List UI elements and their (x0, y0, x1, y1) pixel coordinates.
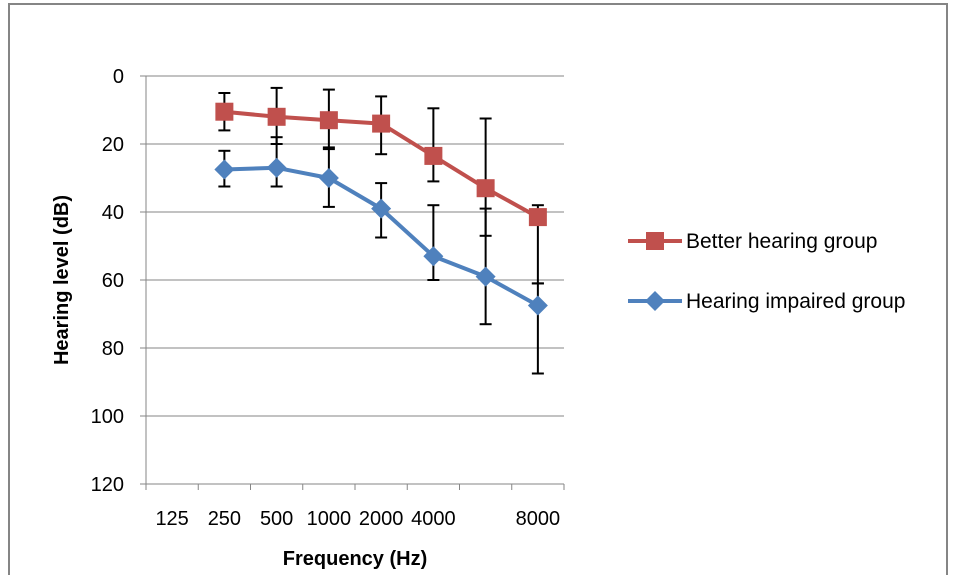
data-point (371, 198, 392, 219)
y-tick-label: 0 (113, 66, 124, 88)
tick-labels: 0 20 40 60 80 100 120 125 250 500 1000 2000 4000 8000 (91, 66, 561, 530)
gridlines (146, 75, 564, 417)
error-bars (218, 86, 544, 375)
error-bar (427, 107, 440, 183)
y-tick-label: 120 (91, 474, 124, 496)
data-point (528, 208, 547, 227)
x-tick-label: 500 (260, 508, 293, 530)
y-axis-title: Hearing level (dB) (51, 195, 73, 365)
data-point (476, 179, 495, 198)
error-bar (427, 204, 440, 281)
error-bar (479, 207, 492, 326)
x-axis-title: Frequency (Hz) (283, 548, 427, 570)
data-point (267, 107, 286, 126)
legend-entry: Hearing impaired group (628, 290, 905, 313)
data-point (215, 102, 234, 121)
x-tick-label: 250 (208, 508, 241, 530)
legend-marker (646, 232, 664, 250)
y-tick-label: 40 (102, 202, 124, 224)
y-tick-label: 80 (102, 338, 124, 360)
data-point (319, 111, 338, 130)
data-point (266, 157, 287, 178)
data-point (214, 159, 235, 180)
x-tick-label: 4000 (411, 508, 456, 530)
y-tick-label: 20 (102, 134, 124, 156)
data-point (423, 246, 444, 267)
legend-label: Hearing impaired group (686, 290, 905, 313)
legend-entry: Better hearing group (628, 230, 877, 253)
data-point (475, 266, 496, 287)
data-point (372, 114, 391, 133)
x-tick-label: 1000 (307, 508, 352, 530)
legend-label: Better hearing group (686, 230, 877, 253)
x-tick-label: 8000 (516, 508, 561, 530)
series-markers (214, 102, 548, 316)
data-point (424, 146, 443, 165)
legend: Better hearing group Hearing impaired gro… (628, 230, 905, 313)
data-point (527, 295, 548, 316)
legend-marker (645, 291, 665, 311)
y-tick-label: 60 (102, 270, 124, 292)
chart-frame (8, 3, 948, 575)
axes (140, 75, 565, 490)
x-tick-label: 2000 (359, 508, 404, 530)
y-tick-label: 100 (91, 406, 124, 428)
data-point (318, 168, 339, 188)
x-tick-label: 125 (155, 508, 188, 530)
